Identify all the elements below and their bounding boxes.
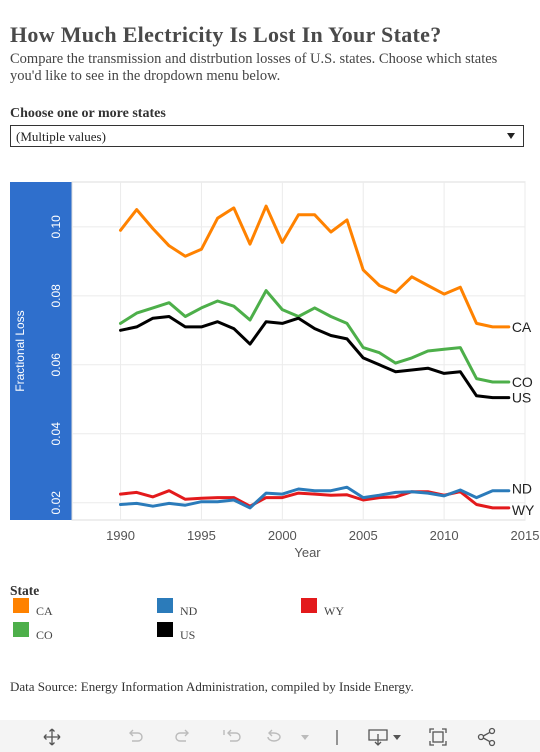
revert-icon[interactable] <box>221 727 243 747</box>
legend-swatch-co <box>13 622 29 637</box>
legend-swatch-us <box>157 622 173 637</box>
x-axis-title: Year <box>294 545 321 560</box>
plot-border <box>71 181 526 521</box>
legend-label-us: US <box>180 628 196 642</box>
series-label-us: US <box>512 390 531 406</box>
legend-title: State <box>10 583 40 598</box>
series-line-us <box>119 315 511 400</box>
x-tick-label: 1990 <box>106 528 135 543</box>
x-tick-label: 2010 <box>430 528 459 543</box>
state-filter-dropdown[interactable]: (Multiple values) <box>10 125 524 147</box>
refresh-icon[interactable] <box>264 727 286 747</box>
x-tick-label: 2005 <box>349 528 378 543</box>
viz-toolbar <box>0 720 540 752</box>
legend-label-wy: WY <box>324 604 344 618</box>
series-label-co: CO <box>512 374 533 390</box>
series-line-ca <box>119 204 511 329</box>
legend-label-nd: ND <box>180 604 198 618</box>
x-tick-label: 1995 <box>187 528 216 543</box>
y-tick-label: 0.02 <box>49 491 63 515</box>
y-tick-label: 0.08 <box>49 284 63 308</box>
page-subtitle: Compare the transmission and distrbution… <box>10 51 498 84</box>
pause-icon[interactable] <box>334 727 340 747</box>
legend-swatch-wy <box>301 598 317 613</box>
legend-item-ca[interactable]: CA <box>13 598 53 619</box>
y-tick-label: 0.06 <box>49 353 63 377</box>
legend-label-co: CO <box>36 628 53 642</box>
x-tick-label: 2000 <box>268 528 297 543</box>
state-filter-label: Choose one or more states <box>10 106 166 121</box>
chart-svg: 1990 1995 2000 2005 2010 2015 0.02 0.04 0.06 0.08… <box>10 181 540 560</box>
legend-item-nd[interactable]: ND <box>157 598 197 619</box>
move-icon[interactable] <box>42 727 62 747</box>
fullscreen-icon[interactable] <box>428 727 448 747</box>
legend-item-wy[interactable]: WY <box>301 598 344 619</box>
series-label-ca: CA <box>512 319 532 335</box>
undo-icon[interactable] <box>125 727 145 747</box>
y-tick-label: 0.04 <box>49 422 63 446</box>
legend-label-ca: CA <box>36 604 53 618</box>
series-line-co <box>119 289 511 384</box>
y-axis-title: Fractional Loss <box>13 310 27 391</box>
legend-item-co[interactable]: CO <box>13 622 53 643</box>
state-filter-value: (Multiple values) <box>16 129 106 144</box>
y-tick-label: 0.10 <box>49 215 63 239</box>
page-title: How Much Electricity Is Lost In Your Sta… <box>10 22 442 47</box>
legend-swatch-nd <box>157 598 173 613</box>
refresh-menu-caret-icon[interactable] <box>300 727 310 747</box>
redo-icon[interactable] <box>173 727 193 747</box>
caret-down-icon <box>507 133 515 139</box>
y-axis-band <box>10 182 72 520</box>
download-icon[interactable] <box>367 727 403 747</box>
data-source-note: Data Source: Energy Information Administ… <box>10 679 414 694</box>
legend-item-us[interactable]: US <box>157 622 195 643</box>
series-label-wy: WY <box>512 502 535 518</box>
series-line-nd <box>119 485 511 510</box>
share-icon[interactable] <box>477 727 497 747</box>
line-chart: 1990 1995 2000 2005 2010 2015 0.02 0.04 0.06 0.08… <box>0 175 540 565</box>
legend-swatch-ca <box>13 598 29 613</box>
x-tick-label: 2015 <box>511 528 540 543</box>
series-label-nd: ND <box>512 481 532 497</box>
